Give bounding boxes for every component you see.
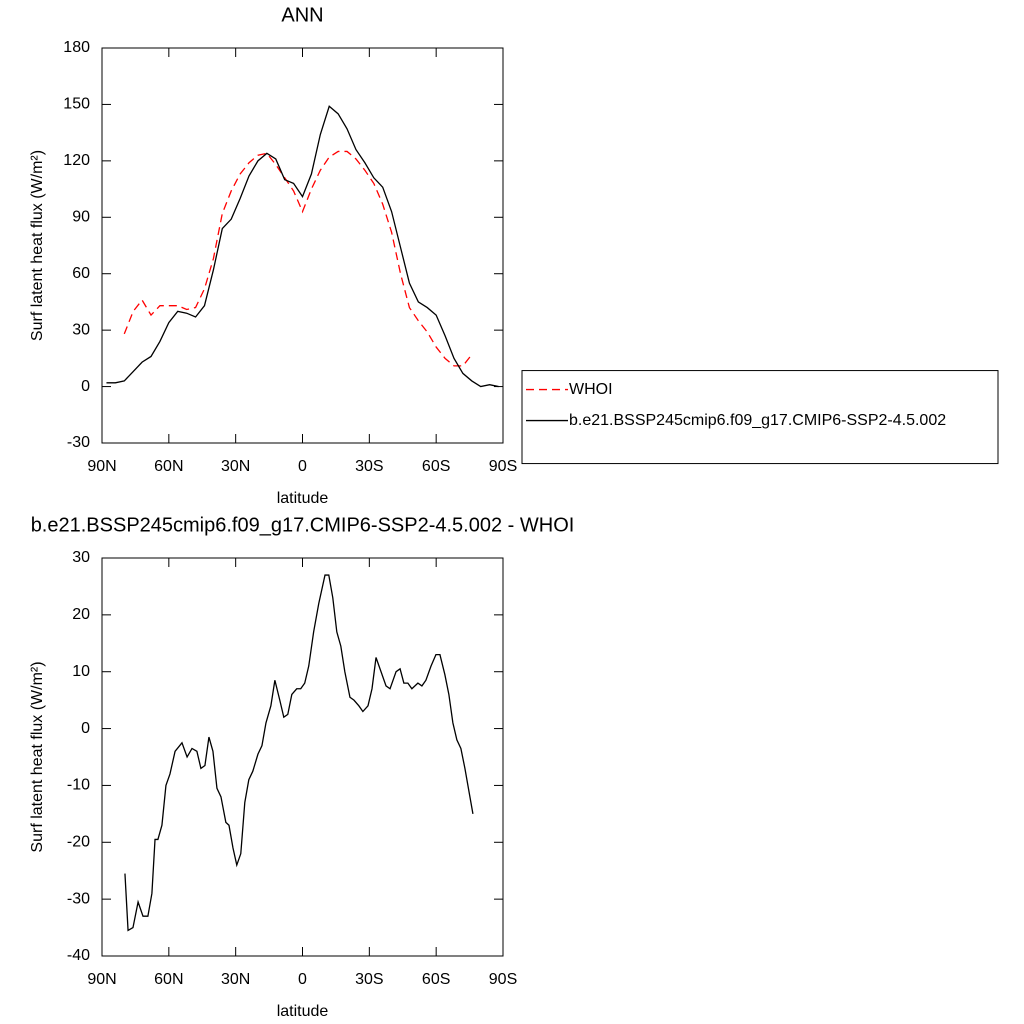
y-tick-label: -10 — [67, 777, 90, 794]
x-axis-label: latitude — [277, 1003, 329, 1020]
x-tick-label: 0 — [298, 458, 307, 475]
data-line — [106, 105, 499, 388]
y-tick-label: -20 — [67, 834, 90, 851]
y-axis-label: Surf latent heat flux (W/m²) — [29, 661, 46, 852]
y-tick-label: -40 — [67, 947, 90, 964]
x-tick-label: 60N — [154, 458, 183, 475]
legend-label: WHOI — [569, 381, 613, 398]
x-tick-label: 30N — [221, 971, 250, 988]
chart-panel: ANN latitude Surf latent heat flux (W/m²) -… — [29, 4, 999, 507]
chart-title: b.e21.BSSP245cmip6.f09_g17.CMIP6-SSP2-4.… — [31, 514, 575, 536]
x-tick-label: 30S — [355, 971, 383, 988]
x-tick-label: 0 — [298, 971, 307, 988]
y-tick-label: 120 — [63, 152, 90, 169]
y-tick-label: 180 — [63, 39, 90, 56]
x-tick-label: 60S — [422, 458, 450, 475]
x-tick-label: 60N — [154, 971, 183, 988]
chart-title: ANN — [281, 4, 323, 26]
x-tick-label: 90N — [87, 458, 116, 475]
y-tick-label: 20 — [72, 606, 90, 623]
y-tick-label: 30 — [72, 549, 90, 566]
x-tick-label: 30N — [221, 458, 250, 475]
plot-frame — [101, 557, 504, 957]
chart-panel: b.e21.BSSP245cmip6.f09_g17.CMIP6-SSP2-4.… — [29, 514, 574, 1020]
x-tick-label: 90N — [87, 971, 116, 988]
x-tick-label: 30S — [355, 458, 383, 475]
data-line — [124, 574, 474, 932]
x-tick-label: 90S — [489, 458, 517, 475]
y-tick-label: 10 — [72, 663, 90, 680]
legend-frame — [521, 370, 999, 465]
data-line — [123, 150, 473, 367]
y-tick-label: -30 — [67, 434, 90, 451]
x-tick-label: 60S — [422, 971, 450, 988]
legend-label: b.e21.BSSP245cmip6.f09_g17.CMIP6-SSP2-4.… — [569, 412, 946, 429]
y-tick-label: -30 — [67, 890, 90, 907]
y-tick-label: 0 — [81, 378, 90, 395]
y-tick-label: 30 — [72, 321, 90, 338]
x-axis-label: latitude — [277, 490, 329, 507]
y-tick-label: 60 — [72, 265, 90, 282]
y-tick-label: 90 — [72, 209, 90, 226]
x-tick-label: 90S — [489, 971, 517, 988]
y-axis-label: Surf latent heat flux (W/m²) — [29, 150, 46, 341]
plot-frame — [101, 47, 504, 444]
y-tick-label: 150 — [63, 96, 90, 113]
y-tick-label: 0 — [81, 720, 90, 737]
legend: WHOI b.e21.BSSP245cmip6.f09_g17.CMIP6-SSP… — [521, 370, 999, 465]
